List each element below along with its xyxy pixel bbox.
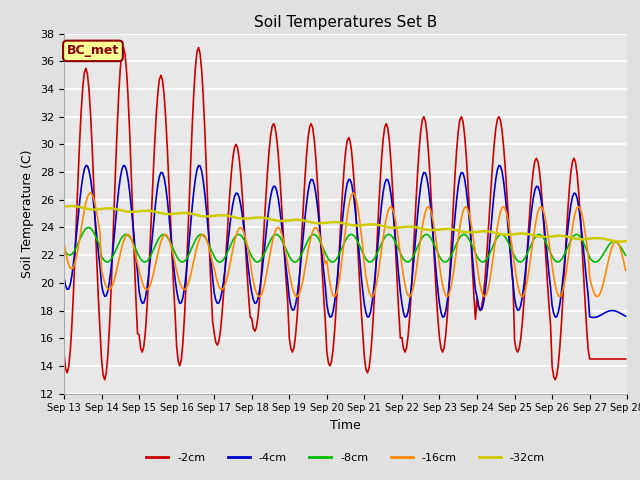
-4cm [82,163,90,168]
-16cm [131,247,138,252]
-4cm [257,276,265,282]
Line: -4cm: -4cm [64,166,626,317]
-8cm [257,256,265,262]
-8cm [248,253,255,259]
-4cm [131,238,138,244]
Line: -32cm: -32cm [64,206,626,241]
-16cm [229,246,237,252]
Line: -16cm: -16cm [64,193,626,297]
-8cm [592,259,600,265]
-4cm [622,313,630,319]
-8cm [60,247,68,252]
-2cm [229,154,237,160]
-8cm [622,252,630,258]
Title: Soil Temperatures Set B: Soil Temperatures Set B [254,15,437,30]
Y-axis label: Soil Temperature (C): Soil Temperature (C) [22,149,35,278]
-32cm [248,215,255,221]
-32cm [622,238,630,244]
-2cm [248,315,255,321]
-32cm [60,204,68,210]
Legend: -2cm, -4cm, -8cm, -16cm, -32cm: -2cm, -4cm, -8cm, -16cm, -32cm [141,448,550,467]
-2cm [594,356,602,362]
-32cm [616,239,623,244]
-8cm [307,233,315,239]
-4cm [229,201,237,206]
-2cm [257,275,265,280]
-4cm [589,314,596,320]
X-axis label: Time: Time [330,419,361,432]
-16cm [307,233,315,239]
-32cm [257,215,265,220]
-16cm [592,293,600,299]
-32cm [68,203,76,209]
Line: -8cm: -8cm [64,228,626,262]
-16cm [622,267,630,273]
-8cm [594,259,602,264]
-8cm [229,237,237,243]
-2cm [60,351,68,357]
-4cm [307,177,315,182]
-32cm [131,209,138,215]
-16cm [87,190,95,196]
-4cm [60,275,68,281]
-4cm [248,289,255,295]
-2cm [195,45,202,50]
-2cm [552,377,559,383]
-16cm [60,240,68,246]
-2cm [622,356,630,362]
Text: BC_met: BC_met [67,44,119,58]
-2cm [129,214,137,220]
Line: -2cm: -2cm [64,48,626,380]
-32cm [307,219,315,225]
-32cm [229,214,237,220]
-16cm [594,294,602,300]
-2cm [307,121,315,127]
-8cm [131,243,138,249]
-32cm [592,235,600,241]
-4cm [594,314,602,320]
-16cm [248,270,255,276]
-16cm [257,292,265,298]
-8cm [85,225,93,230]
